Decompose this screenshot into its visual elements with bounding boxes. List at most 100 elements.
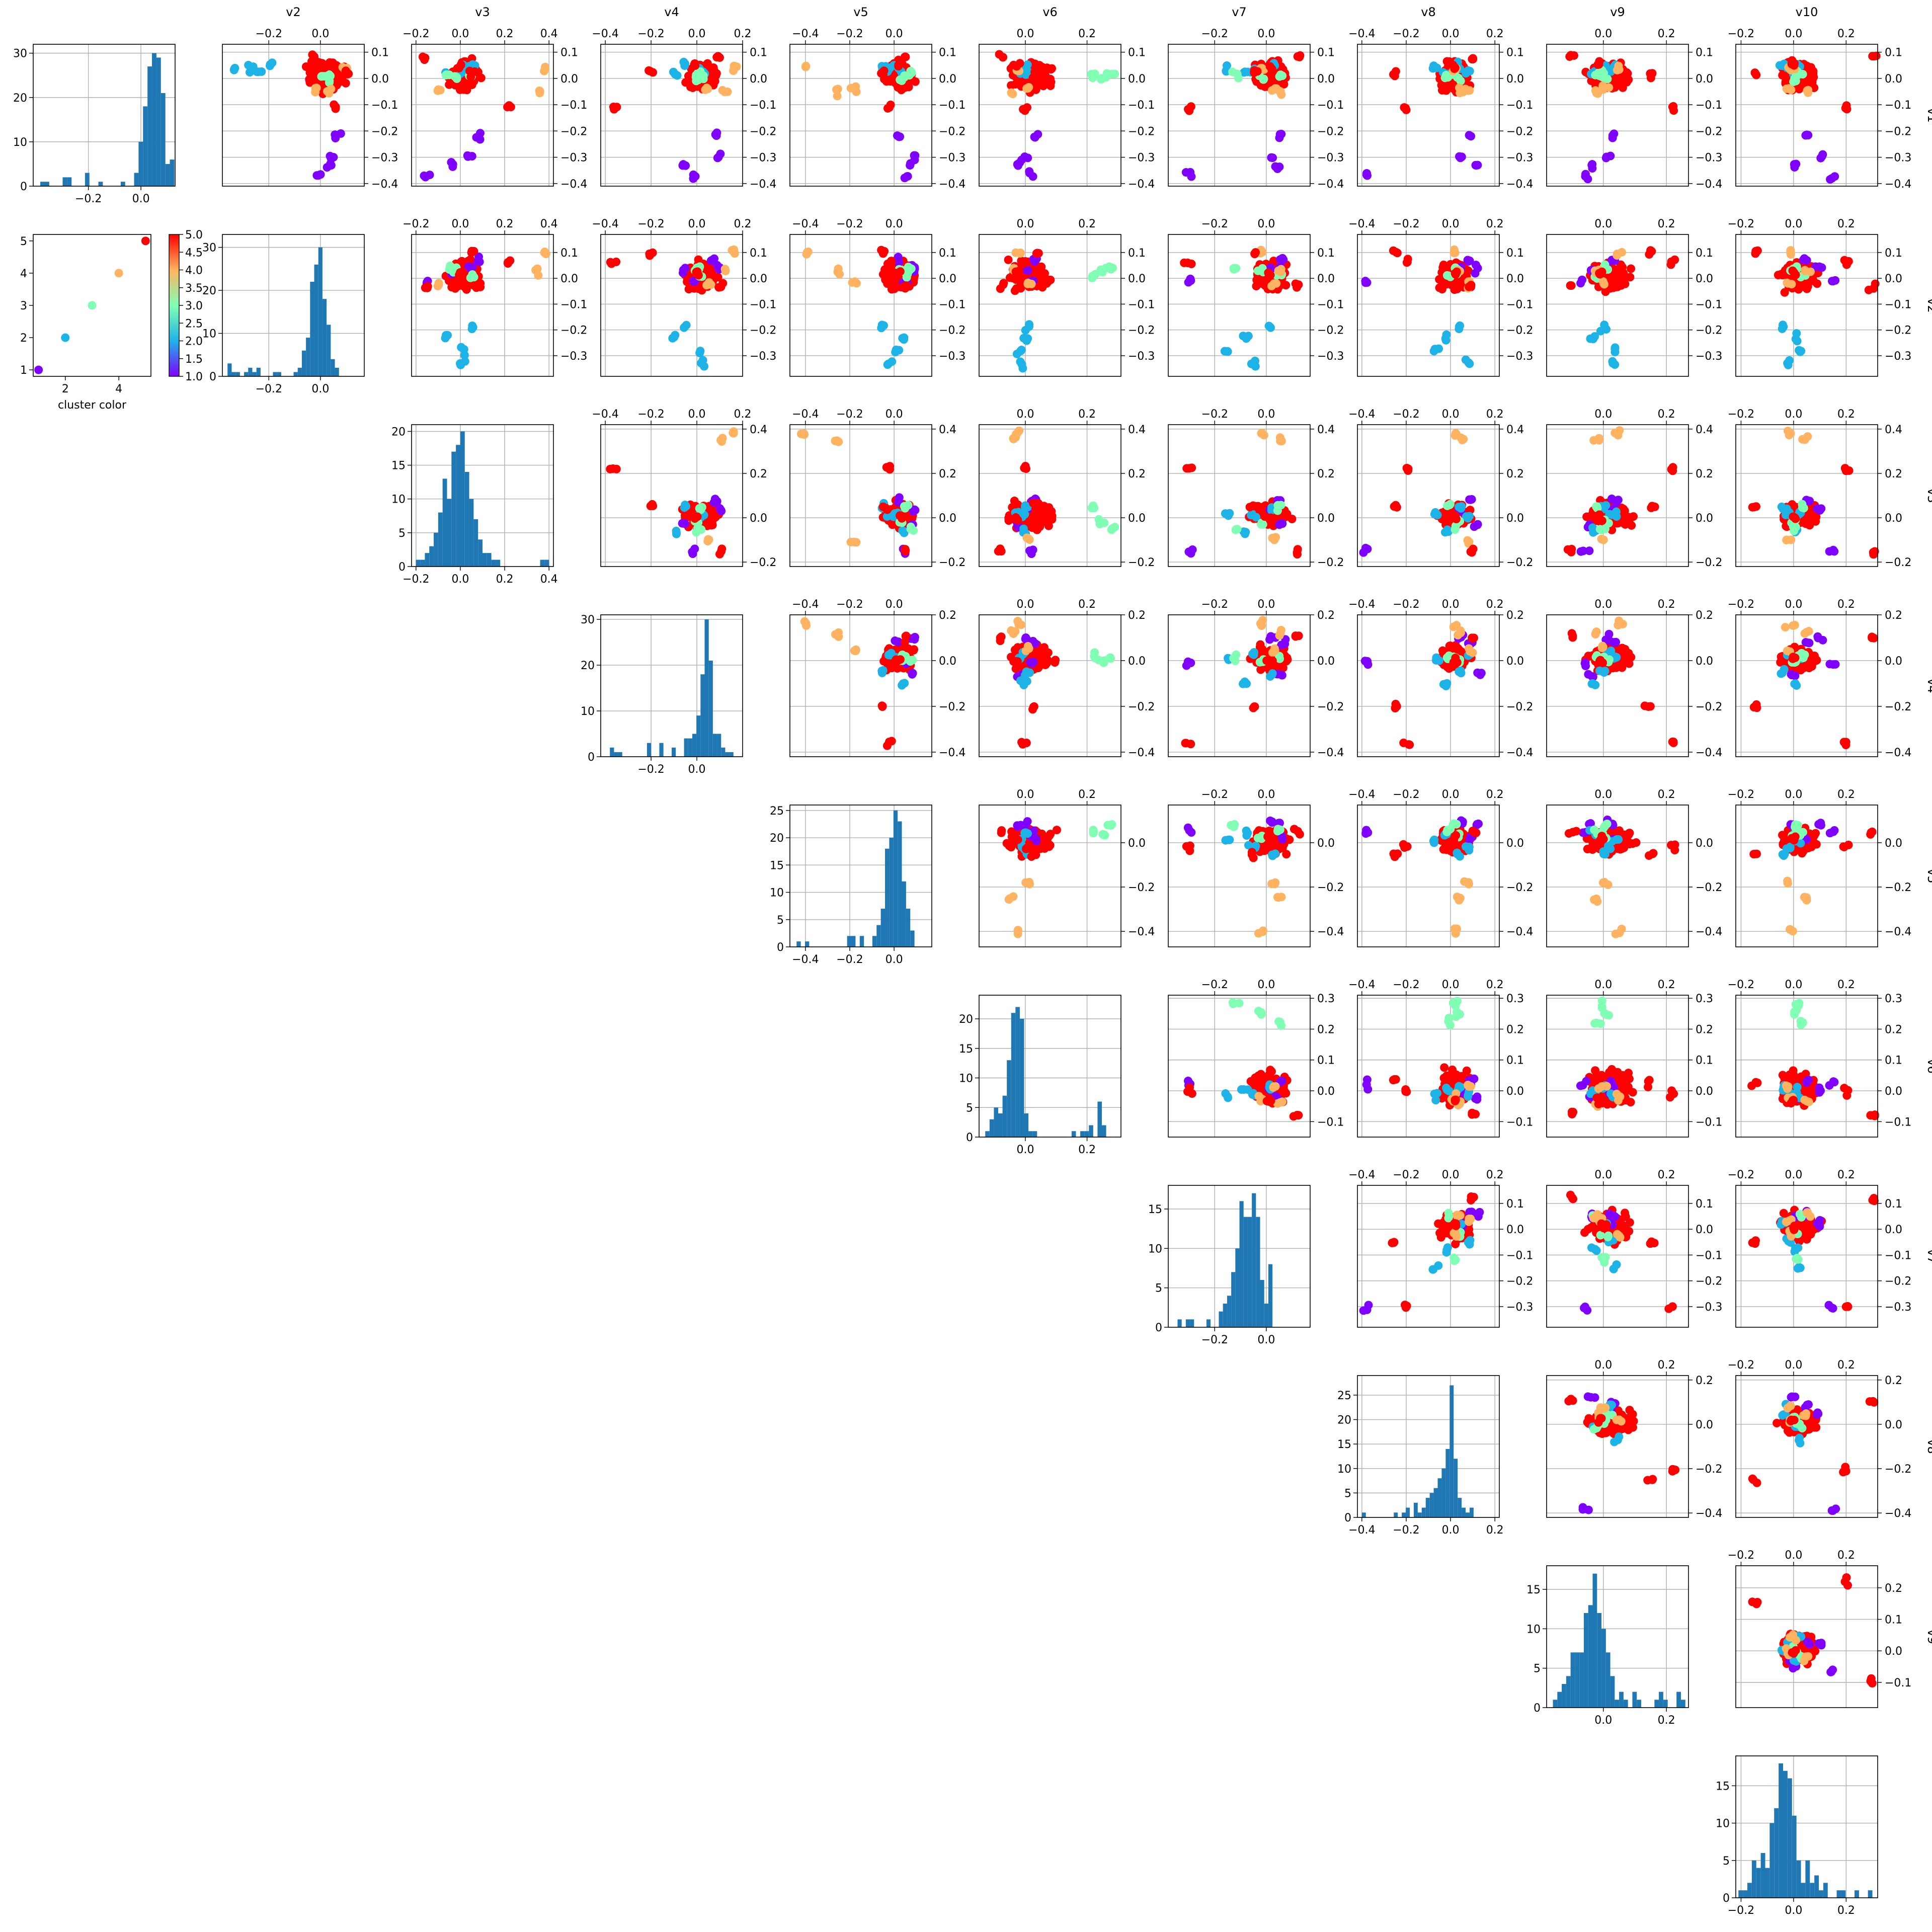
x-tick-label: −0.2	[1201, 1334, 1228, 1346]
histogram-bar	[1445, 1448, 1450, 1517]
y-tick-label: 0.0	[939, 273, 956, 285]
scatter-v2-vs-v3: −0.2 0.0 0.2 0.40.10.0−0.1−0.2−0.3	[403, 218, 587, 377]
scatter-point	[1591, 86, 1600, 95]
x-tick-label: 0.0	[1594, 28, 1612, 40]
scatter-point	[796, 429, 806, 438]
y-tick-label: 0.1	[560, 247, 578, 260]
scatter-point	[606, 258, 615, 267]
y-tick-label: −0.3	[1696, 152, 1722, 165]
scatter-point	[1393, 249, 1402, 258]
x-tick-label: −0.2	[1201, 28, 1228, 40]
y-tick-label: −0.1	[939, 99, 965, 112]
scatter-point	[1608, 359, 1618, 368]
y-tick-label: −0.1	[371, 99, 398, 112]
y-tick-label: −0.3	[1317, 152, 1344, 165]
y-tick-label: 0.0	[1506, 273, 1524, 285]
histogram-bar	[1597, 1613, 1602, 1708]
histogram-bar	[796, 941, 801, 947]
scatter-point	[886, 462, 895, 471]
scatter-point	[1785, 356, 1794, 365]
scatter-point	[877, 246, 886, 255]
scatter-points	[606, 245, 739, 371]
x-tick-label: −0.2	[637, 218, 664, 230]
scatter-point	[1275, 130, 1284, 139]
scatter-point	[1362, 169, 1372, 178]
histogram-bar	[1268, 1264, 1273, 1327]
y-tick-label: 0.0	[1696, 273, 1713, 285]
axes-frame	[222, 44, 365, 187]
scatter-point	[1786, 250, 1795, 259]
y-tick-label: −0.1	[1506, 298, 1533, 311]
scatter-point	[1777, 270, 1786, 279]
scatter-v3-vs-v6: 0.0 0.20.40.20.0−0.2	[979, 408, 1155, 569]
histogram-bar	[1024, 1113, 1029, 1137]
x-tick-label: 0.0	[886, 218, 903, 230]
histogram-bar	[540, 559, 545, 567]
y-tick-label: −0.2	[1317, 325, 1344, 337]
scatter-point	[682, 320, 691, 330]
scatter-point	[713, 52, 722, 61]
x-tick-label: −0.2	[637, 408, 664, 421]
scatter-point	[729, 427, 738, 436]
y-tick-label: 20	[391, 426, 406, 438]
scatter-point	[998, 53, 1007, 62]
histogram-bar	[1235, 1248, 1240, 1327]
scatter-v2-vs-v6: 0.0 0.20.10.0−0.1−0.2−0.3	[979, 218, 1155, 377]
scatter-point	[1779, 322, 1788, 331]
scatter-point	[684, 285, 693, 294]
histogram-bar	[170, 159, 175, 186]
y-tick-label: 0.1	[1885, 47, 1902, 59]
scatter-point	[1291, 279, 1300, 288]
y-tick-label: −0.3	[1885, 350, 1911, 363]
histogram-bar	[244, 372, 249, 376]
scatter-points	[609, 52, 741, 183]
scatter-points	[1750, 51, 1881, 184]
scatter-point	[1844, 257, 1853, 266]
y-tick-label: −0.1	[1317, 99, 1344, 112]
scatter-point	[1598, 85, 1607, 94]
y-tick-label: 15	[1526, 1584, 1541, 1596]
scatter-point	[679, 266, 688, 275]
y-tick-label: −0.2	[1506, 325, 1533, 337]
y-tick-label: −0.3	[939, 152, 965, 165]
x-tick-label: −0.4	[792, 408, 819, 421]
scatter-point	[1588, 164, 1597, 173]
scatter-v1-vs-v6: 0.0 0.20.10.0−0.1−0.2−0.3−0.4v6	[979, 5, 1155, 191]
histogram-bar	[1406, 1507, 1410, 1517]
scatter-v3-vs-v5: −0.4 −0.2 0.00.40.20.0−0.2	[789, 408, 965, 569]
histogram-bar	[1783, 1770, 1788, 1898]
scatter-point	[465, 66, 474, 75]
scatter-point	[909, 526, 918, 535]
x-tick-label: 0.0	[451, 573, 469, 586]
y-tick-label: 0.0	[1885, 273, 1902, 285]
histogram-bar	[1796, 1860, 1801, 1898]
scatter-point	[1461, 355, 1470, 364]
histogram-bar	[1637, 1700, 1641, 1708]
scatter-point	[730, 61, 739, 70]
scatter-point	[463, 152, 472, 161]
scatter-point	[680, 519, 689, 528]
y-tick-label: 0.0	[750, 273, 767, 285]
histogram-bar	[1101, 1125, 1106, 1137]
histogram-bar	[618, 752, 622, 757]
scatter-point	[1295, 52, 1304, 61]
histogram-bar	[1623, 1700, 1628, 1708]
y-tick-label: 0.0	[1128, 73, 1146, 86]
scatter-point	[688, 84, 697, 93]
scatter-point	[1581, 170, 1590, 179]
scatter-point	[646, 502, 655, 511]
histogram-bar	[1466, 1512, 1470, 1517]
scatter-point	[906, 66, 915, 75]
histogram-bar	[910, 930, 915, 947]
y-tick-label: −0.3	[1128, 152, 1155, 165]
scatter-point	[883, 259, 892, 268]
histogram-bar	[1836, 1890, 1841, 1898]
scatter-point	[466, 273, 475, 282]
scatter-point	[1023, 334, 1032, 343]
scatter-point	[540, 248, 549, 257]
y-tick-label: 0.0	[560, 73, 578, 86]
y-tick-label: 0	[209, 371, 216, 383]
scatter-point	[1022, 103, 1031, 112]
